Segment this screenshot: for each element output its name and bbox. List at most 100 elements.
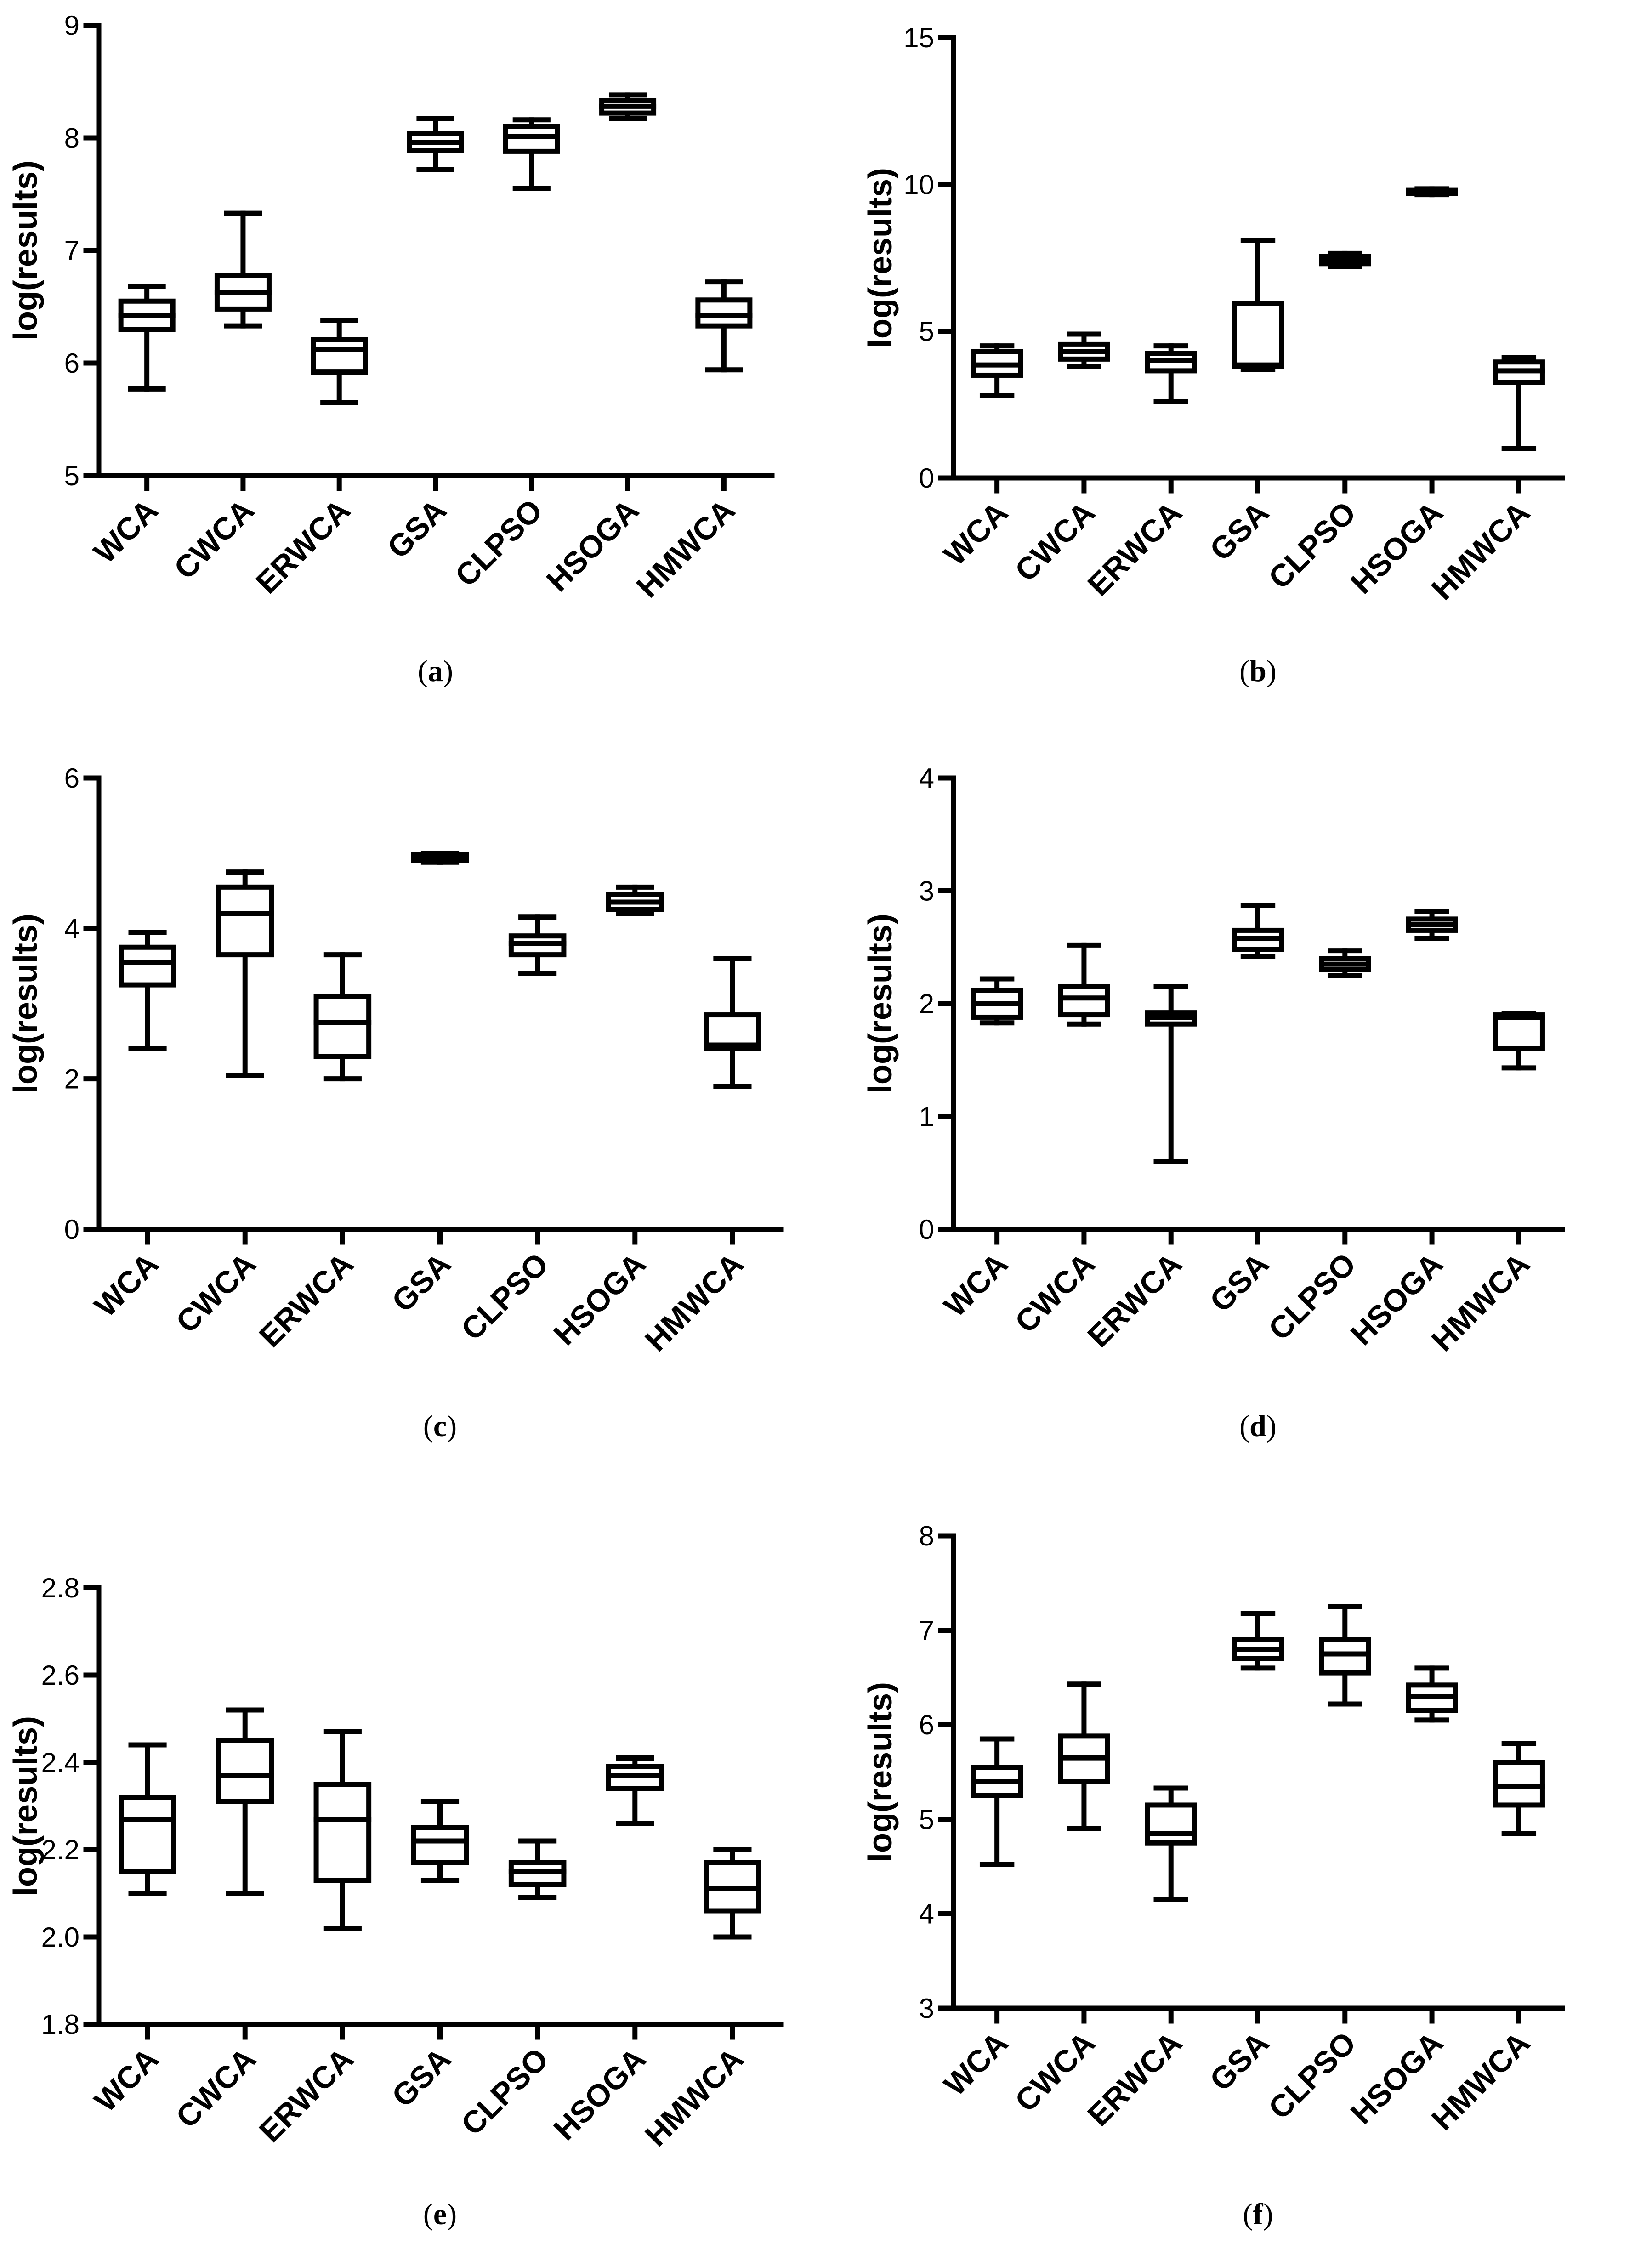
caption-letter: a [428,654,443,688]
box-erwca [311,318,368,405]
panel-caption: (a) [418,654,453,688]
boxes [971,903,1545,1164]
boxes [971,186,1545,451]
y-tick-label: 0 [919,463,934,494]
box-cwca [1058,942,1110,1027]
y-tick-label: 6 [64,763,79,794]
y-tick-label: 8 [919,1521,934,1551]
box-erwca [1145,984,1197,1164]
axes [951,35,1565,494]
iqr-box [119,944,176,988]
box-clpso [1319,250,1371,269]
caption-letter: d [1249,1409,1266,1443]
box-erwca [313,1729,372,1931]
y-tick-label: 1 [919,1102,934,1132]
box-hmwca [695,279,753,373]
iqr-box [216,884,274,958]
box-wca [971,1736,1023,1867]
y-ticks: 0 2 4 6 [64,763,102,1245]
y-axis-title-text: log(results) [862,168,899,348]
y-ticks: 0 5 10 15 [903,23,956,494]
y-tick-label: 2.8 [41,1573,79,1603]
boxes [118,92,753,405]
y-tick-label: 1.8 [41,2009,79,2040]
panel-caption: (f) [1243,2198,1273,2231]
y-tick-label: 6 [919,1710,934,1740]
y-axis-title: log(results) [7,160,44,341]
box-cwca [214,210,272,329]
box-hmwca [704,1847,761,1940]
boxes [971,1604,1545,1903]
box-wca [119,930,176,1051]
boxes [119,851,761,1089]
box-gsa [407,116,464,172]
box-hmwca [704,956,761,1089]
box-clpso [503,117,560,191]
y-axis-title: log(results) [862,1682,899,1862]
y-ticks: 5 6 7 8 9 [64,10,102,491]
box-cwca [216,869,274,1078]
y-axis-title-text: log(results) [862,914,899,1094]
box-clpso [508,1838,567,1900]
y-axis-title: log(results) [7,1716,44,1896]
iqr-box [1493,1012,1545,1051]
box-gsa [1232,1611,1284,1671]
y-axis-title: log(results) [862,914,899,1094]
caption-letter: c [433,1409,447,1443]
y-tick-label: 2 [64,1064,79,1095]
box-erwca [1145,1785,1197,1903]
box-cwca [1058,1681,1110,1831]
iqr-box [119,1795,176,1874]
axes [96,775,784,1245]
iqr-box [216,1738,274,1804]
iqr-box [313,994,372,1059]
y-tick-label: 9 [64,10,79,41]
y-ticks: 3 4 5 6 7 8 [919,1521,956,2024]
y-tick-label: 8 [64,123,79,153]
axes [951,1533,1565,2024]
box-hsoga [599,92,657,121]
box-wca [118,284,176,392]
box-erwca [1145,343,1197,404]
box-wca [971,976,1023,1026]
y-tick-label: 7 [64,235,79,266]
box-erwca [313,952,372,1082]
y-ticks: 0 1 2 3 4 [919,763,956,1245]
y-axis-title: log(results) [7,914,44,1094]
panel-caption: (b) [1239,654,1277,688]
y-tick-label: 2 [919,988,934,1019]
y-tick-label: 10 [903,169,934,200]
box-hsoga [1406,1665,1458,1723]
y-tick-label: 4 [64,913,79,944]
box-clpso [1319,948,1371,978]
iqr-box [411,1825,469,1865]
box-cwca [1058,331,1110,369]
panel-caption: (c) [423,1409,457,1443]
y-tick-label: 4 [919,763,934,794]
box-wca [119,1742,176,1896]
y-tick-label: 3 [919,1993,934,2024]
y-tick-label: 0 [919,1214,934,1245]
y-axis-title-text: log(results) [7,1716,44,1896]
box-clpso [1319,1604,1371,1707]
box-hsoga [606,1755,664,1826]
box-gsa [411,1799,469,1883]
y-tick-label: 5 [919,316,934,347]
box-hsoga [606,884,664,916]
caption-letter: b [1249,654,1266,688]
y-ticks: 1.8 2.0 2.2 2.4 2.6 2.8 [41,1573,102,2040]
box-hsoga [1406,186,1458,198]
box-gsa [1232,903,1284,959]
axes [96,1585,784,2040]
y-tick-label: 2.6 [41,1660,79,1691]
boxes [119,1707,761,1940]
box-clpso [508,914,567,977]
panel-caption: (d) [1239,1409,1277,1443]
box-hmwca [1493,1011,1545,1071]
iqr-box [1145,1802,1197,1846]
y-axis-title-text: log(results) [862,1682,899,1862]
box-gsa [411,851,469,865]
iqr-box [1232,301,1284,369]
